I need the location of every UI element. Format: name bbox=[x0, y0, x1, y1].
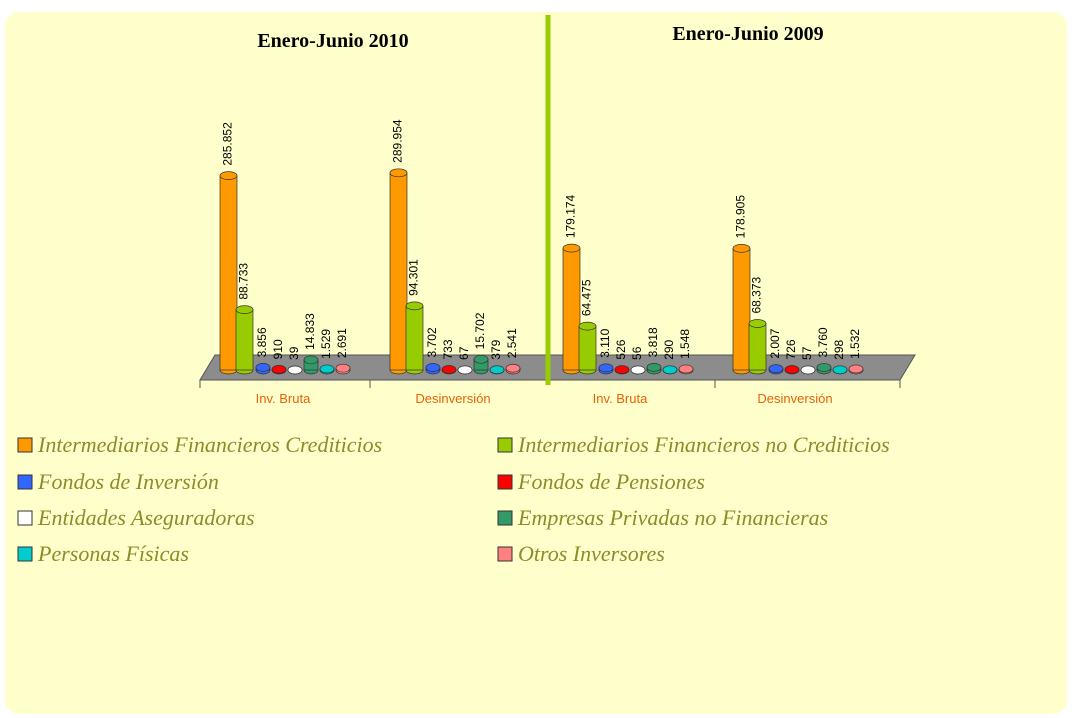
value-label: 289.954 bbox=[391, 119, 405, 163]
bar-top bbox=[287, 365, 303, 375]
legend-swatch bbox=[17, 510, 33, 526]
bar-top bbox=[441, 365, 457, 374]
legend-swatch bbox=[17, 437, 33, 453]
bar-top bbox=[784, 365, 800, 374]
bar-top bbox=[768, 364, 784, 373]
category-label: Desinversión bbox=[757, 391, 832, 406]
bar-top bbox=[678, 364, 694, 374]
bar-top bbox=[389, 168, 408, 178]
value-label: 298 bbox=[832, 339, 846, 359]
value-label: 2.541 bbox=[505, 328, 519, 358]
legend-swatch bbox=[497, 546, 513, 562]
legend-label: Fondos de Inversión bbox=[37, 469, 219, 494]
bar-top bbox=[425, 363, 441, 372]
value-label: 94.301 bbox=[407, 259, 421, 296]
value-label: 57 bbox=[800, 346, 814, 360]
bar-top bbox=[832, 365, 848, 375]
value-label: 3.110 bbox=[598, 328, 612, 357]
legend-swatch bbox=[17, 474, 33, 490]
value-label: 88.733 bbox=[237, 263, 251, 300]
legend-label: Otros Inversores bbox=[518, 541, 665, 566]
value-label: 1.548 bbox=[678, 329, 692, 359]
value-label: 379 bbox=[489, 339, 503, 359]
value-label: 3.702 bbox=[425, 327, 439, 357]
category-label: Desinversión bbox=[415, 391, 490, 406]
value-label: 3.760 bbox=[816, 327, 830, 357]
bar-top bbox=[646, 363, 662, 372]
category-label: Inv. Bruta bbox=[593, 391, 648, 406]
value-label: 726 bbox=[784, 339, 798, 359]
bar-top bbox=[335, 363, 351, 373]
bar bbox=[235, 309, 254, 371]
bar-top bbox=[271, 365, 287, 374]
legend-label: Empresas Privadas no Financieras bbox=[517, 505, 828, 530]
bar-top bbox=[219, 171, 238, 180]
value-label: 3.818 bbox=[646, 327, 660, 357]
value-label: 68.373 bbox=[750, 276, 764, 313]
value-label: 526 bbox=[614, 339, 628, 359]
bar-top bbox=[235, 305, 254, 315]
bar-top bbox=[255, 363, 271, 372]
value-label: 64.475 bbox=[580, 279, 594, 316]
bar-top bbox=[848, 364, 864, 374]
bar-top bbox=[405, 301, 424, 311]
legend-swatch bbox=[497, 510, 513, 526]
value-label: 2.691 bbox=[335, 328, 349, 358]
legend-label: Intermediarios Financieros no Crediticio… bbox=[517, 432, 890, 457]
value-label: 1.529 bbox=[319, 329, 333, 359]
value-label: 56 bbox=[630, 346, 644, 360]
bar bbox=[405, 305, 424, 371]
bar-top bbox=[614, 365, 630, 374]
value-label: 14.833 bbox=[303, 313, 317, 350]
panel-title: Enero-Junio 2009 bbox=[672, 23, 823, 45]
legend-label: Personas Físicas bbox=[37, 541, 189, 566]
value-label: 179.174 bbox=[564, 194, 578, 238]
bar-top bbox=[630, 365, 646, 375]
bar-top bbox=[598, 363, 614, 373]
value-label: 67 bbox=[457, 346, 471, 360]
legend-swatch bbox=[497, 474, 513, 490]
bar bbox=[578, 325, 597, 371]
panel-title: Enero-Junio 2010 bbox=[257, 30, 408, 52]
bar bbox=[389, 172, 408, 371]
bar-top bbox=[319, 364, 335, 374]
bar-top bbox=[578, 321, 597, 331]
bar bbox=[219, 175, 238, 371]
value-label: 2.007 bbox=[768, 328, 782, 358]
value-label: 733 bbox=[441, 339, 455, 359]
bar-top bbox=[505, 363, 521, 373]
legend-swatch bbox=[17, 546, 33, 562]
value-label: 15.702 bbox=[473, 312, 487, 349]
value-label: 910 bbox=[271, 339, 285, 359]
bar bbox=[732, 247, 751, 371]
value-label: 290 bbox=[662, 339, 676, 359]
bar-top bbox=[303, 355, 319, 365]
value-label: 3.856 bbox=[255, 327, 269, 357]
bar-top bbox=[473, 354, 489, 364]
bar-top bbox=[748, 319, 767, 328]
value-label: 1.532 bbox=[848, 329, 862, 359]
legend-label: Fondos de Pensiones bbox=[517, 469, 705, 494]
bar-top bbox=[562, 243, 581, 253]
bar-top bbox=[800, 365, 816, 375]
legend-label: Intermediarios Financieros Crediticios bbox=[37, 432, 382, 457]
bar bbox=[748, 323, 767, 371]
legend-label: Entidades Aseguradoras bbox=[37, 505, 255, 530]
category-label: Inv. Bruta bbox=[256, 391, 311, 406]
bar-top bbox=[816, 363, 832, 372]
value-label: 39 bbox=[287, 346, 301, 360]
legend-swatch bbox=[497, 437, 513, 453]
bar bbox=[562, 247, 581, 371]
bar-top bbox=[662, 365, 678, 375]
bar-top bbox=[457, 365, 473, 375]
bar-top bbox=[489, 365, 505, 375]
value-label: 285.852 bbox=[221, 122, 235, 166]
bar-top bbox=[732, 243, 751, 253]
value-label: 178.905 bbox=[734, 195, 748, 239]
